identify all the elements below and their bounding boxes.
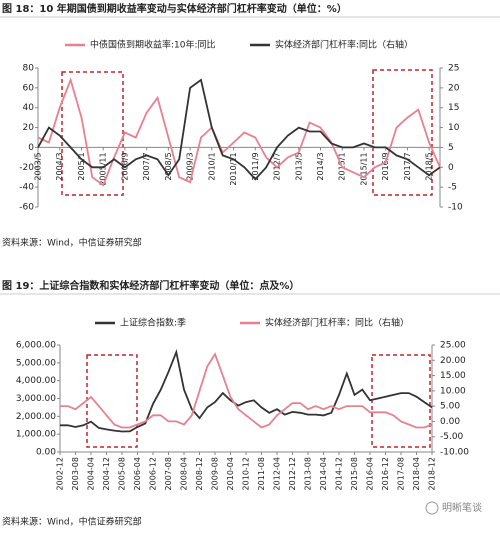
x-tick-label: 2018/5 xyxy=(425,152,434,180)
x-tick-label: 2013/5 xyxy=(294,152,303,180)
x-tick-label: 2014-04 xyxy=(319,457,328,490)
y2-tick-label: 25 xyxy=(448,64,459,74)
x-tick-label: 2018-04 xyxy=(412,457,421,490)
x-tick-label: 2017/7 xyxy=(403,152,412,180)
x-tick-label: 2010-12 xyxy=(242,457,251,490)
x-tick-label: 2012-04 xyxy=(273,457,282,490)
y-tick-label: 80 xyxy=(23,64,35,74)
x-tick-label: 2002-12 xyxy=(56,457,65,490)
x-tick-label: 2015-08 xyxy=(350,457,359,490)
figure-caption: 图 18：10 年期国债到期收益率变动与实体经济部门杠杆率变动（单位：%） xyxy=(2,2,347,15)
y2-tick-label: 20 xyxy=(448,83,460,93)
y-tick-label: -60 xyxy=(19,203,34,213)
x-tick-label: 2016/9 xyxy=(381,152,390,180)
y2-tick-label: -10.00 xyxy=(440,448,469,458)
legend-label: 实体经济部门杠杆率：同比（右轴） xyxy=(265,317,409,329)
x-tick-label: 2009-08 xyxy=(211,457,220,490)
series-line xyxy=(37,78,441,181)
legend-label: 上证综合指数:季 xyxy=(120,317,186,329)
y2-tick-label: -10 xyxy=(448,203,463,213)
x-tick-label: 2010/1 xyxy=(207,152,216,180)
y2-tick-label: -5 xyxy=(448,183,457,193)
x-tick-label: 2012-12 xyxy=(288,457,297,490)
x-tick-label: 2008-04 xyxy=(180,457,189,490)
highlight-box xyxy=(371,354,431,448)
y-tick-label: 0.00 xyxy=(36,448,56,458)
x-tick-label: 2011/9 xyxy=(251,152,260,180)
x-tick-label: 2003/5 xyxy=(34,152,43,180)
x-tick-label: 2018-12 xyxy=(428,457,437,490)
watermark-icon xyxy=(425,501,439,515)
x-tick-label: 2015/11 xyxy=(359,152,368,185)
series-line xyxy=(60,352,433,429)
y2-tick-label: 10 xyxy=(448,123,460,133)
x-tick-label: 2014/3 xyxy=(316,152,325,180)
y2-tick-label: 0 xyxy=(448,163,454,173)
y2-tick-label: 20.00 xyxy=(440,356,466,366)
x-tick-label: 2005-08 xyxy=(118,457,127,490)
y-tick-label: 2,000.00 xyxy=(16,412,56,422)
y-tick-label: 1,000.00 xyxy=(16,430,56,440)
watermark: 明晰笔谈 xyxy=(442,501,482,514)
y-tick-label: -20 xyxy=(19,163,34,173)
y-tick-label: 0 xyxy=(28,143,34,153)
x-tick-label: 2004/3 xyxy=(55,152,64,180)
y2-tick-label: 5 xyxy=(448,143,454,153)
x-tick-label: 2004-12 xyxy=(102,457,111,490)
x-tick-label: 2005/11 xyxy=(99,152,108,185)
highlight-box xyxy=(61,71,124,196)
series-line xyxy=(37,77,441,187)
legend-label: 中债国债到期收益率:10年:同比 xyxy=(90,39,216,51)
x-tick-label: 2017-08 xyxy=(397,457,406,490)
y2-tick-label: 25.00 xyxy=(440,341,466,351)
x-tick-label: 2011-08 xyxy=(257,457,266,490)
x-tick-label: 2007-08 xyxy=(164,457,173,490)
x-tick-label: 2010/11 xyxy=(229,152,238,185)
x-tick-label: 2007/7 xyxy=(142,152,151,180)
y-tick-label: -40 xyxy=(19,183,34,193)
y-tick-label: 60 xyxy=(23,83,35,93)
figure-caption: 图 19：上证综合指数和实体经济部门杠杆率变动（单位：点及%） xyxy=(2,279,299,292)
y-tick-label: 6,000.00 xyxy=(16,341,56,351)
x-tick-label: 2009/3 xyxy=(186,152,195,180)
y-tick-label: 20 xyxy=(23,123,35,133)
y-tick-label: 4,000.00 xyxy=(16,376,56,386)
x-tick-label: 2005/1 xyxy=(77,152,86,180)
x-tick-label: 2004-04 xyxy=(87,457,96,490)
source-note: 资料来源：Wind，中信证券研究部 xyxy=(2,516,142,528)
x-tick-label: 2006-12 xyxy=(149,457,158,490)
source-note: 资料来源：Wind，中信证券研究部 xyxy=(2,237,142,249)
y2-tick-label: 10.00 xyxy=(440,386,466,396)
legend-label: 实体经济部门杠杆率:同比（右轴） xyxy=(275,39,413,51)
x-tick-label: 2008-12 xyxy=(195,457,204,490)
y-tick-label: 5,000.00 xyxy=(16,358,56,368)
x-tick-label: 2006-04 xyxy=(133,457,142,490)
y-tick-label: 3,000.00 xyxy=(16,394,56,404)
y2-tick-label: 15.00 xyxy=(440,371,466,381)
y2-tick-label: 0.00 xyxy=(440,417,460,427)
x-tick-label: 2016-04 xyxy=(366,457,375,490)
x-tick-label: 2010-04 xyxy=(226,457,235,490)
x-tick-label: 2008/5 xyxy=(164,152,173,180)
series-line xyxy=(60,348,433,433)
y2-tick-label: 5.00 xyxy=(440,402,460,412)
y2-tick-label: -5.00 xyxy=(440,432,464,442)
x-tick-label: 2014-12 xyxy=(335,457,344,490)
highlight-box xyxy=(372,69,433,196)
y-tick-label: 40 xyxy=(23,103,35,113)
y2-tick-label: 15 xyxy=(448,103,459,113)
x-tick-label: 2003-08 xyxy=(71,457,80,490)
x-tick-label: 2016-12 xyxy=(381,457,390,490)
x-tick-label: 2013-08 xyxy=(304,457,313,490)
